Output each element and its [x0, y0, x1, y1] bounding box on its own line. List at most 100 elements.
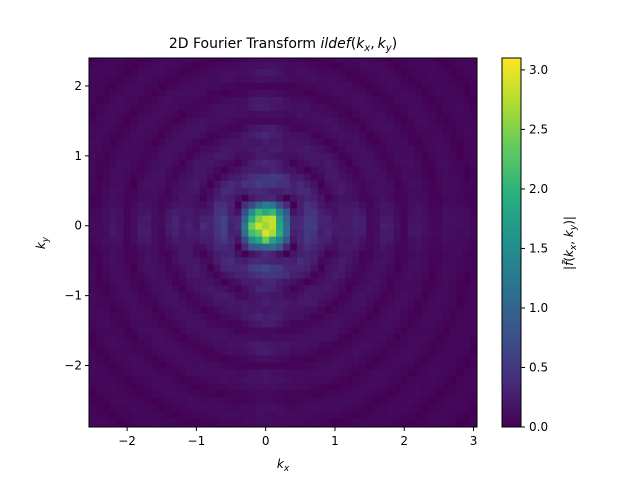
- heatmap-cell: [262, 299, 270, 307]
- heatmap-cell: [421, 180, 429, 188]
- heatmap-cell: [393, 348, 402, 356]
- heatmap-cell: [241, 215, 249, 223]
- heatmap-cell: [331, 264, 339, 272]
- heatmap-cell: [407, 389, 416, 398]
- heatmap-cell: [303, 194, 312, 202]
- heatmap-cell: [331, 403, 339, 412]
- heatmap-cell: [338, 403, 346, 412]
- heatmap-cell: [192, 424, 201, 427]
- heatmap-cell: [199, 348, 208, 356]
- heatmap-cell: [359, 396, 367, 405]
- heatmap-cell: [234, 327, 242, 335]
- heatmap-cell: [421, 222, 429, 230]
- heatmap-cell: [289, 58, 298, 62]
- heatmap-cell: [89, 180, 97, 188]
- heatmap-cell: [470, 194, 477, 202]
- heatmap-cell: [428, 229, 436, 237]
- heatmap-cell: [428, 285, 436, 293]
- heatmap-cell: [324, 124, 332, 132]
- heatmap-cell: [151, 201, 159, 209]
- heatmap-cell: [276, 208, 284, 216]
- heatmap-cell: [283, 278, 291, 286]
- heatmap-cell: [310, 382, 319, 391]
- heatmap-cell: [102, 410, 111, 419]
- heatmap-cell: [407, 201, 416, 209]
- heatmap-cell: [345, 327, 353, 335]
- heatmap-cell: [165, 138, 173, 146]
- heatmap-cell: [359, 110, 367, 118]
- heatmap-cell: [428, 124, 436, 132]
- heatmap-cell: [199, 145, 208, 153]
- heatmap-cell: [102, 375, 111, 384]
- heatmap-cell: [421, 327, 429, 335]
- heatmap-cell: [400, 320, 409, 328]
- heatmap-cell: [276, 138, 284, 146]
- heatmap-cell: [234, 229, 242, 237]
- heatmap-cell: [303, 96, 312, 104]
- heatmap-cell: [137, 368, 145, 377]
- heatmap-cell: [463, 368, 471, 377]
- heatmap-cell: [380, 348, 388, 356]
- heatmap-cell: [373, 117, 381, 125]
- heatmap-cell: [428, 362, 436, 370]
- heatmap-cell: [296, 410, 305, 419]
- heatmap-cell: [137, 187, 145, 195]
- heatmap-cell: [123, 159, 131, 167]
- heatmap-cell: [331, 201, 339, 209]
- heatmap-cell: [373, 222, 381, 230]
- heatmap-cell: [407, 166, 416, 174]
- heatmap-cell: [95, 103, 104, 111]
- heatmap-cell: [158, 264, 166, 272]
- heatmap-cell: [324, 117, 332, 125]
- heatmap-cell: [248, 292, 256, 300]
- heatmap-cell: [186, 187, 194, 195]
- heatmap-cell: [283, 131, 291, 139]
- heatmap-cell: [144, 382, 152, 391]
- heatmap-cell: [192, 389, 201, 398]
- heatmap-cell: [310, 410, 319, 419]
- heatmap-cell: [359, 403, 367, 412]
- heatmap-cell: [296, 396, 305, 405]
- heatmap-cell: [407, 236, 416, 244]
- heatmap-cell: [165, 131, 173, 139]
- heatmap-cell: [324, 159, 332, 167]
- heatmap-cell: [324, 341, 332, 349]
- heatmap-cell: [199, 334, 208, 342]
- heatmap-cell: [248, 58, 256, 62]
- heatmap-cell: [109, 257, 118, 265]
- heatmap-cell: [109, 389, 118, 398]
- heatmap-cell: [206, 138, 215, 146]
- heatmap-cell: [428, 299, 436, 307]
- heatmap-cell: [449, 382, 457, 391]
- heatmap-cell: [400, 145, 409, 153]
- heatmap-cell: [192, 299, 201, 307]
- heatmap-cell: [276, 166, 284, 174]
- heatmap-cell: [109, 271, 118, 279]
- heatmap-cell: [206, 334, 215, 342]
- heatmap-cell: [269, 389, 277, 398]
- heatmap-cell: [380, 250, 388, 258]
- heatmap-cell: [241, 306, 249, 314]
- heatmap-cell: [289, 375, 298, 384]
- heatmap-cell: [220, 368, 228, 377]
- heatmap-cell: [179, 271, 187, 279]
- heatmap-cell: [407, 278, 416, 286]
- heatmap-cell: [165, 201, 173, 209]
- heatmap-cell: [352, 138, 360, 146]
- heatmap-cell: [449, 103, 457, 111]
- heatmap-cell: [220, 299, 228, 307]
- heatmap-cell: [172, 152, 180, 160]
- heatmap-cell: [89, 208, 97, 216]
- heatmap-cell: [276, 173, 284, 181]
- heatmap-cell: [414, 368, 422, 377]
- heatmap-cell: [206, 117, 215, 125]
- heatmap-cell: [289, 327, 298, 335]
- heatmap-cell: [456, 208, 464, 216]
- heatmap-cell: [303, 131, 312, 139]
- heatmap-cell: [276, 145, 284, 153]
- heatmap-cell: [338, 306, 346, 314]
- heatmap-cell: [310, 292, 319, 300]
- heatmap-cell: [137, 236, 145, 244]
- heatmap-cell: [241, 173, 249, 181]
- heatmap-cell: [470, 89, 477, 97]
